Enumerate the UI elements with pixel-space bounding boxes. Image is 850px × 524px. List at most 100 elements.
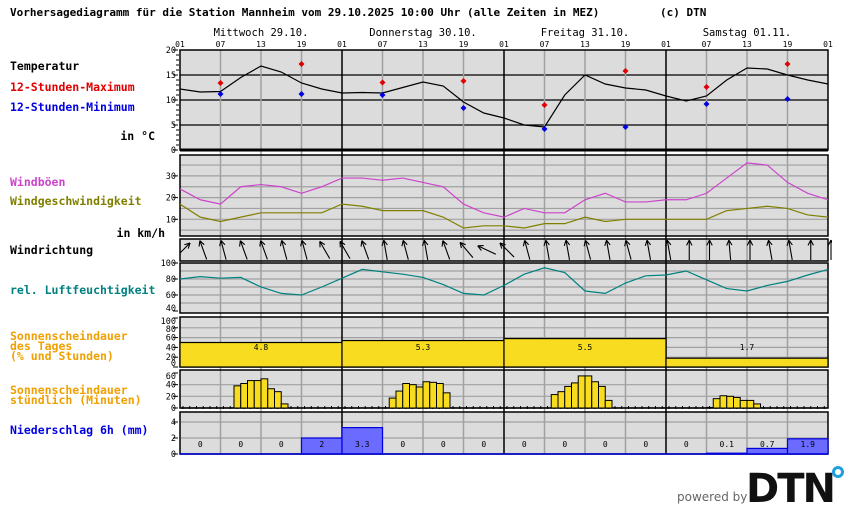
sunshine-daily-label: 1.7 xyxy=(740,343,755,352)
y-tick-label-pre: 0 xyxy=(171,450,176,460)
y-tick-label-sunh: 60 xyxy=(166,372,176,382)
precip-label: 0 xyxy=(522,440,527,449)
label-gusts: Windböen xyxy=(10,175,65,189)
wind-arrow xyxy=(441,240,451,260)
sunshine-hourly-bar xyxy=(746,399,755,409)
wind-arrow xyxy=(664,239,672,260)
sunshine-daily-label: 5.3 xyxy=(416,343,431,352)
svg-text:DTN: DTN xyxy=(746,466,834,512)
wind-arrow xyxy=(807,239,814,260)
label-humidity: rel. Luftfeuchtigkeit xyxy=(10,283,155,297)
min-marker xyxy=(298,91,305,97)
hour-tick-label: 01 xyxy=(175,40,185,49)
wind-arrow xyxy=(786,239,793,260)
min-marker xyxy=(622,124,629,130)
wind-arrow xyxy=(583,239,592,260)
chart-title: Vorhersagediagramm für die Station Mannh… xyxy=(10,6,599,19)
min-marker xyxy=(379,92,386,98)
sunshine-hourly-bar xyxy=(726,395,734,409)
wind-arrow xyxy=(686,239,693,260)
y-tick-label-temp: 10 xyxy=(166,96,176,106)
day-label: Freitag 31.10. xyxy=(541,27,630,39)
max-marker xyxy=(298,61,305,67)
hour-tick-label: 01 xyxy=(823,40,833,49)
precip-label: 0 xyxy=(603,440,608,449)
precip-label: 2 xyxy=(319,440,324,449)
wind-direction-arrows xyxy=(180,239,832,261)
sunshine-hourly-bar xyxy=(719,395,728,409)
wind-arrow xyxy=(459,241,474,259)
y-tick-label-wind: 10 xyxy=(166,215,176,225)
max-marker xyxy=(622,68,629,74)
wind-speed-line xyxy=(179,203,829,229)
y-tick-label-temp: 15 xyxy=(166,71,176,81)
hour-tick-label: 13 xyxy=(580,40,590,49)
min-marker xyxy=(460,105,467,111)
y-tick-label-sund: 80 xyxy=(166,325,176,335)
label-temperature: Temperatur xyxy=(10,59,79,73)
wind-arrow xyxy=(401,239,409,260)
sunshine-daily-label: 4.8 xyxy=(254,343,269,352)
min-marker xyxy=(703,101,710,107)
hour-tick-label: 19 xyxy=(297,40,307,49)
label-max: 12-Stunden-Maximum xyxy=(10,80,135,94)
hour-tick-label: 01 xyxy=(661,40,671,49)
wind-arrow xyxy=(604,239,611,260)
panel-wind-border xyxy=(179,154,829,237)
hour-tick-label: 01 xyxy=(337,40,347,49)
wind-arrow xyxy=(644,239,652,260)
precip-label: 0 xyxy=(198,440,203,449)
hour-tick-label: 01 xyxy=(499,40,509,49)
min-marker xyxy=(217,91,224,97)
wind-arrow xyxy=(499,242,515,258)
hour-tick-label: 07 xyxy=(216,40,226,49)
y-tick-label-hum: 40 xyxy=(166,304,176,314)
sunshine-hourly-bar xyxy=(598,385,606,409)
wind-arrow xyxy=(279,239,288,260)
sunshine-hourly-bar xyxy=(591,381,599,409)
hour-tick-label: 07 xyxy=(378,40,388,49)
precip-label: 0 xyxy=(441,440,446,449)
dtn-logo: DTN xyxy=(746,466,844,512)
powered-by: powered by xyxy=(677,490,747,504)
wind-arrow xyxy=(300,239,308,260)
y-tick-label-wind: 30 xyxy=(166,172,176,182)
precip-label: 0 xyxy=(400,440,405,449)
day-label: Donnerstag 30.10. xyxy=(369,27,476,39)
precip-label: 0.1 xyxy=(720,440,735,449)
wind-arrow xyxy=(766,239,773,260)
label-wind-unit: in km/h xyxy=(117,226,166,240)
panel-hum-border xyxy=(179,262,829,314)
sunshine-hourly-bar xyxy=(233,385,242,409)
precip-label: 0 xyxy=(562,440,567,449)
hour-tick-label: 13 xyxy=(418,40,428,49)
sunshine-hourly-bar xyxy=(388,397,397,409)
sunshine-hourly-bar xyxy=(712,398,721,409)
max-marker xyxy=(379,79,386,86)
precip-label: 0 xyxy=(279,440,284,449)
precip-label: 3.3 xyxy=(355,440,370,449)
sunshine-hourly-bar xyxy=(415,386,424,409)
wind-arrow xyxy=(706,239,713,260)
day-label: Mittwoch 29.10. xyxy=(214,27,309,39)
copyright: (c) DTN xyxy=(660,6,706,19)
y-tick-label-sund: 0 xyxy=(171,359,176,369)
wind-arrow xyxy=(477,245,497,255)
label-sun-daily-2: des Tages xyxy=(10,339,72,353)
sunshine-hourly-bar xyxy=(436,383,444,409)
sunshine-hourly-bar xyxy=(557,391,566,409)
y-tick-label-wind: 20 xyxy=(166,194,176,204)
y-tick-label-sund: 100 xyxy=(161,317,176,327)
precip-label: 0 xyxy=(481,440,486,449)
y-tick-label-sund: 20 xyxy=(166,353,176,363)
sunshine-daily-bar xyxy=(503,337,667,368)
y-tick-label-sunh: 0 xyxy=(171,404,176,414)
y-tick-label-pre: 2 xyxy=(171,434,176,444)
wind-arrow xyxy=(421,239,429,260)
temperature-line xyxy=(179,65,829,128)
wind-arrow xyxy=(339,240,351,259)
day-label: Samstag 01.11. xyxy=(703,27,792,39)
sunshine-hourly-bar xyxy=(584,375,593,409)
y-tick-label-pre: 4 xyxy=(171,418,176,428)
